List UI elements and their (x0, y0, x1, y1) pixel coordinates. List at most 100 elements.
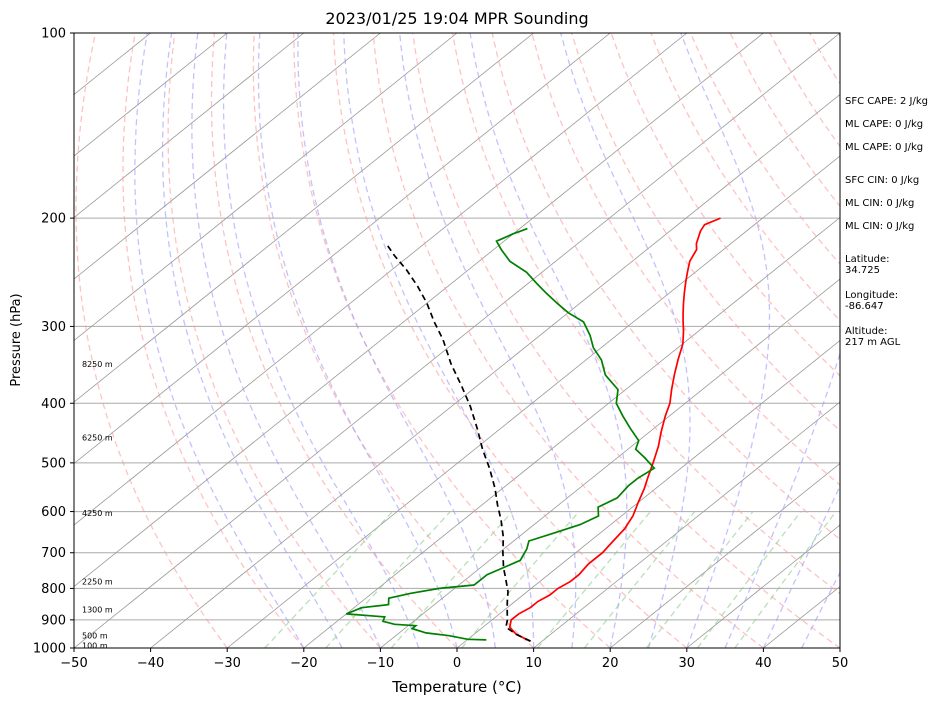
background-lines (74, 33, 946, 648)
isotherm-line (74, 33, 534, 403)
y-tick-label: 500 (41, 456, 66, 471)
y-tick-label: 100 (41, 27, 66, 42)
dry-adiabat (451, 33, 840, 595)
stat-line: ML CIN: 0 J/kg (845, 221, 914, 232)
moist-adiabat (297, 33, 496, 648)
moist-adiabat (191, 33, 381, 648)
x-tick-label: −40 (137, 656, 164, 671)
moist-adiabat (134, 33, 305, 648)
mixing-ratio-line (325, 511, 451, 648)
stat-line: 34.725 (845, 265, 880, 276)
isotherm-line (74, 33, 840, 648)
y-tick-label: 1000 (33, 642, 66, 657)
axis-ticks: −50 −40 −30 −20 −10 0 10 20 30 40 50 100 200 300 400 50… (33, 27, 848, 672)
x-tick-label: −30 (213, 656, 240, 671)
height-label: 1300 m (82, 605, 113, 614)
height-label: 8250 m (82, 360, 113, 369)
dry-adiabat (75, 33, 228, 648)
x-tick-label: −10 (367, 656, 394, 671)
isotherm-line (74, 33, 458, 342)
height-label: 4250 m (82, 509, 113, 518)
y-axis-label: Pressure (hPa) (9, 293, 24, 386)
x-tick-label: 20 (602, 656, 619, 671)
mixing-ratio-line (734, 511, 837, 648)
stat-line: Latitude: (845, 254, 890, 265)
y-tick-label: 800 (41, 582, 66, 597)
isotherm-line (303, 216, 840, 648)
mixing-ratio-line (461, 511, 580, 648)
stat-line: Altitude: (845, 326, 887, 337)
chart-title: 2023/01/25 19:04 MPR Sounding (325, 9, 588, 28)
moist-adiabat (399, 33, 577, 648)
dry-adiabat (650, 33, 840, 322)
isotherm-line (686, 524, 840, 648)
stat-line: ML CAPE: 0 J/kg (845, 119, 923, 130)
dry-adiabat (412, 33, 840, 648)
isotherm-line (74, 33, 381, 280)
mixing-ratio-line (264, 511, 393, 648)
dry-adiabat (332, 33, 688, 648)
dry-adiabat (610, 33, 840, 377)
height-label: 500 m (82, 632, 108, 641)
y-tick-label: 600 (41, 505, 66, 520)
height-label: 2250 m (82, 578, 113, 587)
isotherm-line (456, 339, 840, 648)
y-tick-label: 900 (41, 613, 66, 628)
stat-line: SFC CIN: 0 J/kg (845, 175, 919, 186)
data-lines (345, 217, 721, 642)
mixing-ratio-line (645, 511, 754, 648)
isotherm-line (74, 33, 228, 157)
mixing-ratio-line (536, 511, 651, 648)
moist-adiabat (560, 33, 691, 648)
dry-adiabat (929, 33, 946, 648)
stat-line: ML CAPE: 0 J/kg (845, 142, 923, 153)
isotherm-line (380, 278, 840, 648)
dry-adiabat (570, 33, 840, 432)
isotherm-line (533, 401, 840, 648)
x-axis-label: Temperature (°C) (391, 678, 521, 696)
isotherm-line (609, 462, 840, 648)
moist-adiabat (724, 33, 840, 648)
stat-line: Longitude: (845, 290, 898, 301)
y-tick-label: 300 (41, 320, 66, 335)
x-tick-label: 0 (453, 656, 461, 671)
moist-adiabat (161, 33, 343, 648)
dry-adiabat (252, 33, 535, 648)
stat-line: 217 m AGL (845, 337, 901, 348)
temperature-profile-line (508, 217, 721, 642)
y-tick-label: 700 (41, 546, 66, 561)
dewpoint-profile-line (345, 227, 656, 641)
dry-adiabat (122, 33, 305, 648)
moist-adiabat (343, 33, 535, 648)
moist-adiabat (257, 33, 458, 648)
height-label: 100 m (82, 641, 108, 650)
dry-adiabat (167, 33, 381, 648)
x-tick-label: 30 (679, 656, 696, 671)
dry-adiabat (293, 33, 611, 648)
isotherm-line (74, 33, 764, 588)
isotherm-line (226, 155, 840, 648)
mixing-ratio-line (697, 511, 802, 648)
x-tick-label: 50 (832, 656, 849, 671)
isotherm-line (74, 33, 611, 465)
y-tick-label: 200 (41, 212, 66, 227)
sounding-stats: SFC CAPE: 2 J/kg ML CAPE: 0 J/kg ML CAPE: … (845, 96, 928, 348)
x-tick-label: −50 (60, 656, 87, 671)
stat-line: SFC CAPE: 2 J/kg (845, 96, 928, 107)
moist-adiabat (680, 33, 771, 648)
x-tick-label: 40 (755, 656, 772, 671)
isotherm-line (150, 93, 840, 648)
isotherm-line (74, 33, 305, 219)
x-tick-label: −20 (290, 656, 317, 671)
mixing-ratio-line (583, 511, 696, 648)
stat-line: ML CIN: 0 J/kg (845, 198, 914, 209)
mixing-ratio-line (390, 511, 513, 648)
stat-line: -86.647 (845, 301, 884, 312)
isotherm-line (74, 33, 688, 526)
height-label: 6250 m (82, 434, 113, 443)
x-tick-label: 10 (525, 656, 542, 671)
y-tick-label: 400 (41, 397, 66, 412)
